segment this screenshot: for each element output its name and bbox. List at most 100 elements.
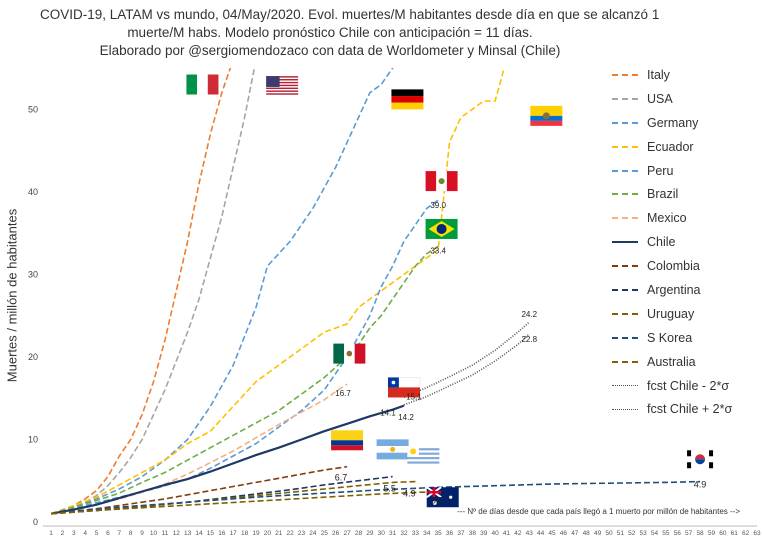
- x-tick-label: 49: [594, 530, 602, 537]
- data-label: 4.9: [694, 480, 707, 490]
- legend-swatch: [612, 97, 638, 100]
- y-tick-label: 50: [28, 104, 38, 114]
- y-tick-label: 0: [33, 517, 38, 527]
- legend-item: Peru: [612, 159, 762, 183]
- legend-swatch: [612, 385, 638, 387]
- x-tick-label: 43: [526, 530, 534, 537]
- series-line-brazil: [51, 245, 439, 515]
- legend-label: fcst Chile - 2*σ: [647, 378, 730, 393]
- legend-swatch: [612, 265, 638, 268]
- chart-legend: Italy USA Germany Ecuador Peru Brazil Mexico Ch…: [612, 63, 762, 421]
- x-tick-label: 29: [366, 530, 374, 537]
- x-tick-label: 53: [640, 530, 648, 537]
- x-tick-label: 37: [457, 530, 465, 537]
- data-label: 39.0: [430, 201, 446, 210]
- x-tick-label: 61: [731, 530, 739, 537]
- flag-germany: [391, 89, 424, 110]
- legend-label: Colombia: [647, 259, 700, 274]
- series-line-fcst-chile-2: [403, 333, 530, 406]
- x-tick-label: 13: [184, 530, 192, 537]
- x-tick-label: 45: [548, 530, 556, 537]
- x-tick-label: 31: [389, 530, 397, 537]
- legend-item: Ecuador: [612, 135, 762, 159]
- legend-swatch: [612, 288, 638, 291]
- chart-title-line-3: Elaborado por @sergiomendozaco con data …: [99, 43, 561, 58]
- x-tick-label: 18: [241, 530, 249, 537]
- legend-item: Uruguay: [612, 302, 762, 326]
- x-tick-label: 11: [161, 530, 168, 537]
- legend-swatch: [612, 336, 638, 339]
- data-label: 22.8: [521, 335, 537, 344]
- x-tick-label: 42: [514, 530, 522, 537]
- x-tick-label: 25: [321, 530, 329, 537]
- x-tick-label: 33: [412, 530, 420, 537]
- x-tick-label: 38: [469, 530, 477, 537]
- x-tick-label: 23: [298, 530, 306, 537]
- flag-s-korea: [684, 449, 717, 470]
- x-tick-label: 4: [83, 530, 87, 537]
- x-tick-label: 60: [719, 530, 727, 537]
- x-tick-label: 34: [423, 530, 431, 537]
- series-line-usa: [51, 68, 256, 515]
- x-tick-label: 3: [72, 530, 76, 537]
- x-tick-label: 27: [343, 530, 351, 537]
- legend-item: S Korea: [612, 326, 762, 350]
- x-tick-label: 30: [378, 530, 386, 537]
- legend-label: Peru: [647, 163, 674, 178]
- data-label: 3.7: [431, 495, 444, 505]
- x-tick-label: 57: [685, 530, 693, 537]
- x-tick-label: 17: [230, 530, 238, 537]
- data-label: 14.1: [380, 409, 396, 418]
- legend-label: Ecuador: [647, 139, 694, 154]
- legend-swatch: [612, 217, 638, 220]
- legend-swatch: [612, 360, 638, 363]
- x-tick-label: 28: [355, 530, 363, 537]
- x-tick-label: 20: [264, 530, 272, 537]
- x-tick-label: 32: [400, 530, 408, 537]
- x-tick-label: 6: [106, 530, 110, 537]
- data-label: 4.9: [403, 489, 416, 499]
- x-tick-label: 58: [696, 530, 704, 537]
- legend-item: Brazil: [612, 182, 762, 206]
- x-tick-label: 40: [491, 530, 499, 537]
- legend-swatch: [612, 145, 638, 148]
- legend-swatch: [612, 73, 638, 76]
- flag-uruguay: [407, 445, 440, 466]
- legend-label: Australia: [647, 354, 696, 369]
- legend-swatch: [612, 241, 638, 244]
- y-tick-label: 40: [28, 187, 38, 197]
- x-tick-label: 1: [49, 530, 53, 537]
- x-tick-label: 51: [617, 530, 625, 537]
- legend-label: Germany: [647, 115, 699, 130]
- flag-argentina: [376, 439, 409, 460]
- x-tick-label: 24: [309, 530, 317, 537]
- x-tick-label: 39: [480, 530, 488, 537]
- x-tick-label: 10: [150, 530, 158, 537]
- legend-swatch: [612, 312, 638, 315]
- legend-label: S Korea: [647, 330, 693, 345]
- chart-title-line-1: COVID-19, LATAM vs mundo, 04/May/2020. E…: [40, 7, 660, 22]
- x-tick-label: 2: [61, 530, 65, 537]
- x-tick-label: 22: [287, 530, 295, 537]
- x-tick-label: 35: [435, 530, 443, 537]
- x-tick-label: 48: [583, 530, 591, 537]
- series-line-chile: [51, 404, 405, 515]
- legend-item: USA: [612, 87, 762, 111]
- legend-swatch: [612, 121, 638, 124]
- x-tick-label: 47: [571, 530, 579, 537]
- x-tick-label: 19: [252, 530, 260, 537]
- series-line-ecuador: [51, 68, 506, 515]
- legend-label: Argentina: [647, 282, 701, 297]
- legend-item: fcst Chile + 2*σ: [612, 397, 762, 421]
- x-tick-label: 15: [207, 530, 215, 537]
- x-tick-label: 14: [195, 530, 203, 537]
- x-tick-label: 44: [537, 530, 545, 537]
- legend-label: Chile: [647, 235, 676, 250]
- data-label: 14.2: [398, 413, 414, 422]
- y-tick-label: 10: [28, 434, 38, 444]
- chart-title: COVID-19, LATAM vs mundo, 04/May/2020. E…: [40, 6, 660, 60]
- x-tick-label: 63: [753, 530, 761, 537]
- legend-item: fcst Chile - 2*σ: [612, 374, 762, 398]
- x-tick-label: 50: [605, 530, 613, 537]
